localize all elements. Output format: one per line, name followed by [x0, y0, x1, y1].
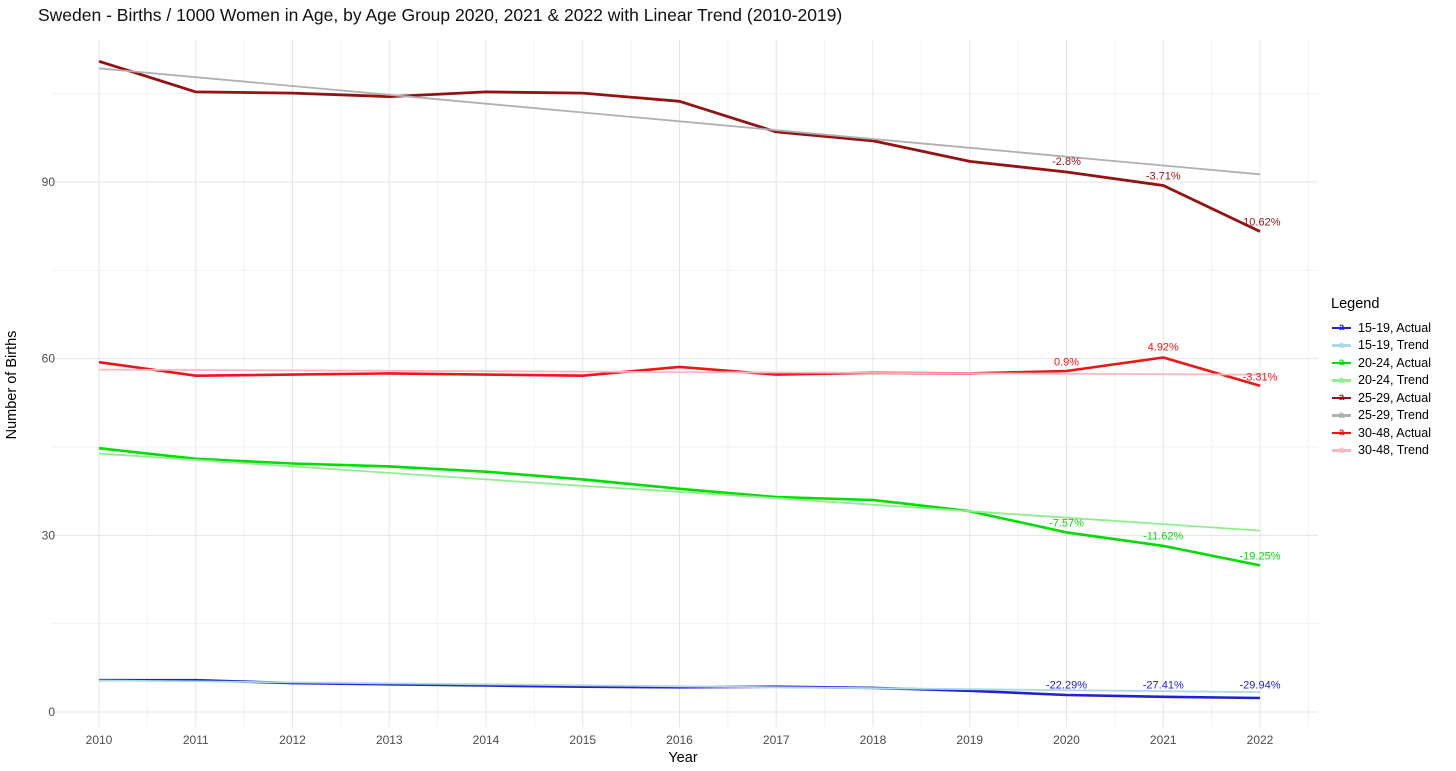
x-tick-label: 2021 [1150, 733, 1177, 747]
line-key-icon: a [1331, 337, 1352, 354]
x-tick-label: 2018 [860, 733, 887, 747]
legend-label: 20-24, Trend [1358, 373, 1429, 388]
line-key-icon: a [1331, 354, 1352, 371]
line-key-icon: a [1331, 442, 1352, 459]
legend: Legend a 15-19, Actual a 15-19, Trend a … [1331, 296, 1456, 459]
annotation-25-29-actual-2020: -2.8% [1052, 156, 1081, 168]
series-line-30-48-actual [98, 356, 1261, 388]
x-tick-label: 2013 [376, 733, 403, 747]
annotation-25-29-actual-2021: -3.71% [1146, 171, 1181, 183]
annotation-30-48-actual-2022: -3.31% [1243, 371, 1278, 383]
series-line-20-24-actual [98, 446, 1261, 567]
annotation-20-24-actual-2022: -19.25% [1240, 550, 1281, 562]
line-key-icon: a [1331, 372, 1352, 389]
line-key-icon: a [1331, 389, 1352, 406]
x-tick-label: 2010 [86, 733, 113, 747]
legend-item-30-48-actual: a 30-48, Actual [1331, 424, 1456, 442]
legend-label: 30-48, Trend [1358, 443, 1429, 458]
series-line-15-19-trend [98, 679, 1261, 693]
legend-item-15-19-trend: a 15-19, Trend [1331, 337, 1456, 355]
annotation-15-19-actual-2021: -27.41% [1143, 679, 1184, 691]
legend-title: Legend [1331, 296, 1380, 312]
x-tick-label: 2012 [279, 733, 306, 747]
legend-item-20-24-trend: a 20-24, Trend [1331, 372, 1456, 390]
annotation-30-48-actual-2020: 0.9% [1054, 357, 1079, 369]
x-tick-label: 2020 [1053, 733, 1080, 747]
y-tick-label: 30 [42, 528, 56, 542]
series-line-25-29-trend [98, 67, 1261, 176]
x-axis-title: Year [668, 750, 697, 766]
x-tick-label: 2011 [183, 733, 209, 747]
series-line-30-48-trend [98, 368, 1261, 376]
legend-label: 25-29, Actual [1358, 390, 1431, 405]
legend-item-25-29-trend: a 25-29, Trend [1331, 407, 1456, 425]
x-tick-label: 2014 [473, 733, 500, 747]
x-tick-label: 2016 [666, 733, 693, 747]
legend-item-25-29-actual: a 25-29, Actual [1331, 389, 1456, 407]
legend-label: 15-19, Actual [1358, 320, 1431, 335]
y-tick-label: 60 [42, 352, 56, 366]
annotation-20-24-actual-2020: -7.57% [1049, 517, 1084, 529]
series-line-25-29-actual [98, 59, 1261, 233]
x-tick-label: 2015 [569, 733, 596, 747]
y-tick-label: 90 [42, 175, 56, 189]
annotation-25-29-actual-2022: -10.62% [1240, 217, 1281, 229]
annotation-20-24-actual-2021: -11.62% [1143, 530, 1183, 542]
x-tick-label: 2022 [1247, 733, 1274, 747]
x-tick-label: 2017 [763, 733, 790, 747]
annotation-15-19-actual-2022: -29.94% [1240, 679, 1281, 691]
series-line-20-24-trend [98, 452, 1261, 532]
annotation-15-19-actual-2020: -22.29% [1046, 679, 1087, 691]
legend-item-30-48-trend: a 30-48, Trend [1331, 442, 1456, 460]
chart-title: Sweden - Births / 1000 Women in Age, by … [38, 5, 843, 25]
legend-label: 30-48, Actual [1358, 425, 1431, 440]
line-key-icon: a [1331, 424, 1352, 441]
annotation-30-48-actual-2021: 4.92% [1148, 341, 1179, 353]
legend-label: 25-29, Trend [1358, 408, 1429, 423]
legend-label: 20-24, Actual [1358, 355, 1431, 370]
legend-label: 15-19, Trend [1358, 338, 1429, 353]
x-tick-label: 2019 [956, 733, 983, 747]
legend-item-20-24-actual: a 20-24, Actual [1331, 354, 1456, 372]
line-key-icon: a [1331, 407, 1352, 424]
legend-item-15-19-actual: a 15-19, Actual [1331, 319, 1456, 337]
line-key-icon: a [1331, 319, 1352, 336]
y-axis-title: Number of Births [4, 331, 20, 440]
y-tick-label: 0 [48, 705, 55, 719]
